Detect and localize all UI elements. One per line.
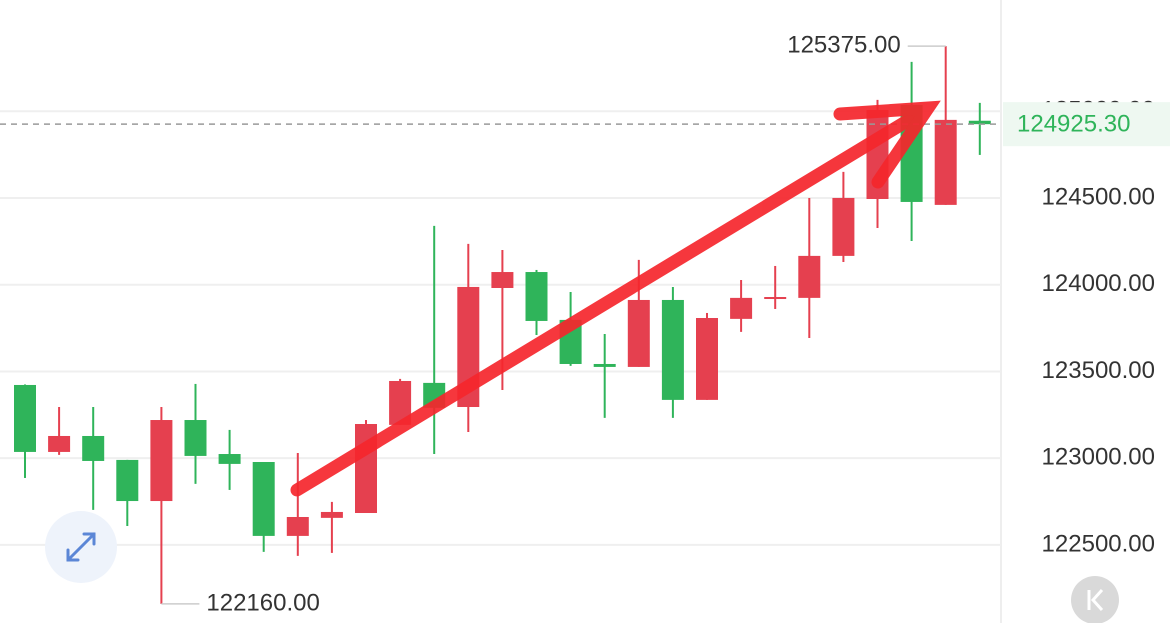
- y-tick-label: 123500.00: [1042, 357, 1155, 384]
- y-tick-label: 123000.00: [1042, 444, 1155, 471]
- y-tick-label: 124000.00: [1042, 270, 1155, 297]
- expand-button[interactable]: [45, 511, 117, 583]
- candle-body: [320, 511, 343, 518]
- candle-body: [14, 384, 36, 452]
- candle-body: [593, 363, 616, 367]
- overlay: [45, 100, 1119, 623]
- candle-body: [696, 318, 718, 400]
- candle-body: [184, 420, 207, 456]
- last-price-label: 124925.30: [1017, 111, 1130, 138]
- collapse-button[interactable]: [1071, 576, 1119, 623]
- candle-body: [832, 197, 855, 256]
- candle-body: [934, 119, 957, 205]
- candle-body: [730, 297, 753, 319]
- candle-body: [798, 255, 821, 298]
- low-label: 122160.00: [206, 589, 319, 616]
- candle-body: [286, 516, 309, 536]
- candle-body: [48, 435, 71, 452]
- candle-body: [525, 272, 548, 321]
- candle-body: [82, 435, 105, 461]
- candle-body: [661, 299, 684, 400]
- candle-body: [491, 272, 514, 288]
- y-tick-label: 124500.00: [1042, 183, 1155, 210]
- candle-body: [150, 420, 173, 502]
- candle-body: [116, 459, 139, 502]
- trend-arrow: [290, 100, 941, 497]
- last-price-box: [1003, 102, 1170, 147]
- candle-body: [968, 120, 991, 125]
- candle-body: [389, 380, 412, 425]
- y-tick-label: 122500.00: [1042, 530, 1155, 557]
- high-label: 125375.00: [787, 31, 900, 58]
- candle-body: [252, 462, 275, 536]
- candle-body: [218, 454, 241, 464]
- candle-body: [764, 297, 787, 300]
- candle-body: [627, 299, 650, 367]
